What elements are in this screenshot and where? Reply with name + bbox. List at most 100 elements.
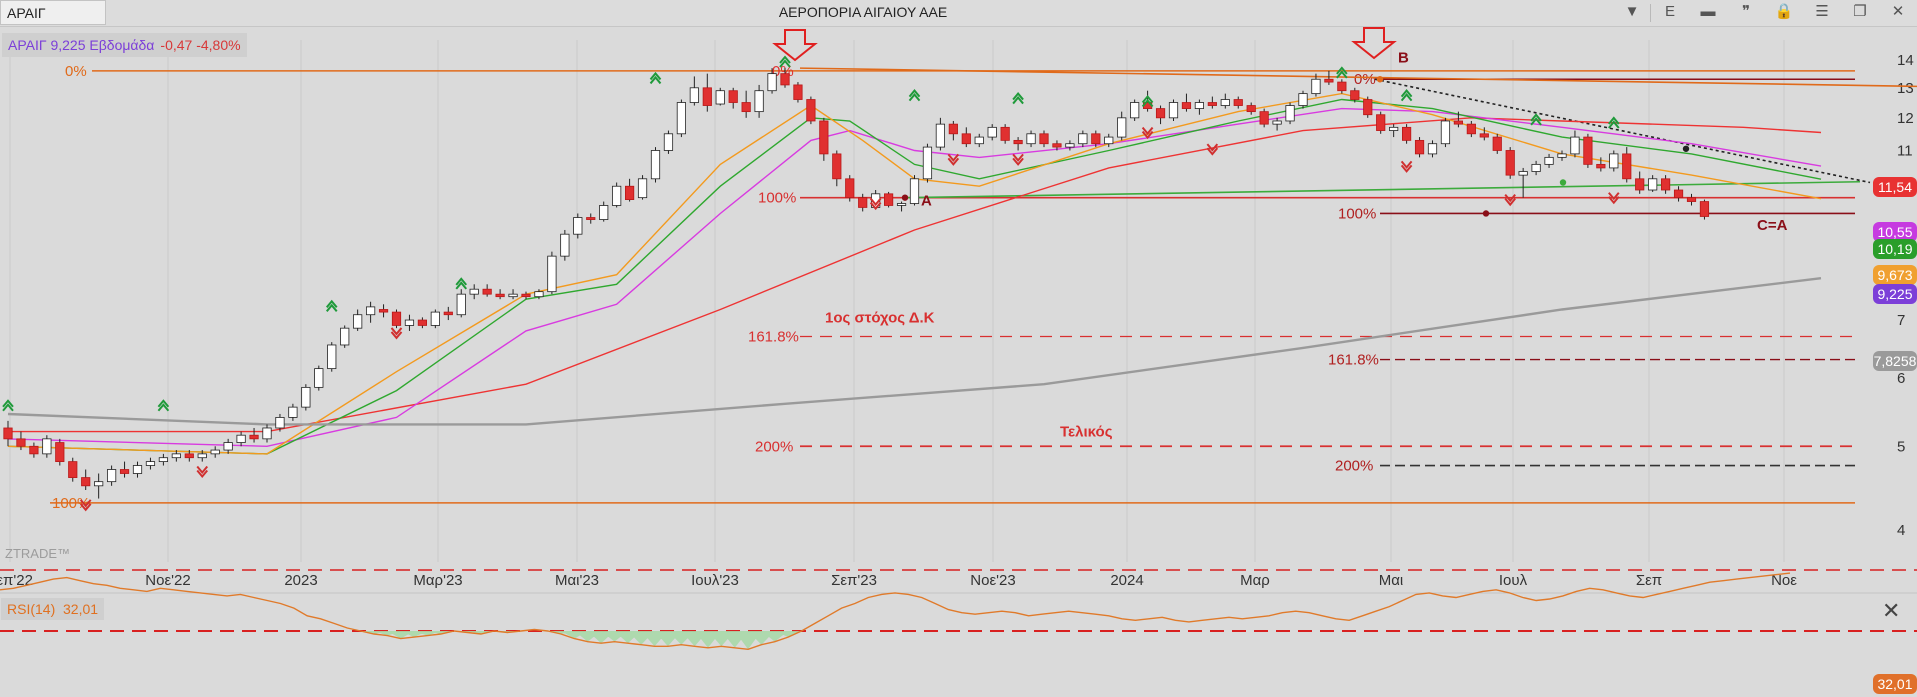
candle: [1104, 133, 1114, 148]
level-label-100-left: 100%: [52, 495, 90, 512]
candle-body: [68, 461, 78, 478]
candle: [1298, 90, 1308, 109]
candle: [806, 96, 816, 125]
y-tick-label: 12: [1897, 110, 1914, 127]
point-label: C=A: [1757, 217, 1788, 234]
candle-body: [340, 327, 350, 346]
candle: [55, 438, 65, 466]
candle-body: [754, 90, 764, 113]
candle-body: [353, 314, 363, 329]
candle: [249, 427, 259, 443]
candle-body: [1220, 99, 1230, 106]
dropdown-arrow-icon[interactable]: ▼: [1624, 3, 1640, 20]
lock-icon[interactable]: 🔒: [1774, 3, 1794, 20]
candle: [171, 450, 181, 462]
candle-body: [1155, 108, 1166, 119]
chevron-down-icon: [947, 153, 960, 166]
target-text-1: 1ος στόχος Δ.Κ: [825, 309, 935, 326]
candle-body: [637, 178, 648, 199]
price-tag: 9,225: [1873, 284, 1917, 304]
level-label-100-right: 100%: [1338, 205, 1376, 222]
candle-body: [1402, 126, 1412, 141]
close-icon[interactable]: ✕: [1891, 3, 1905, 20]
trendline-green: [904, 180, 1861, 199]
comment-icon[interactable]: ❞: [1741, 3, 1751, 20]
candle: [158, 453, 168, 466]
candle: [1117, 111, 1127, 141]
price-tag: 10,55: [1873, 222, 1917, 242]
chevron-down-icon: [1400, 160, 1413, 173]
chevron-up-icon: [1530, 113, 1542, 126]
candle: [223, 438, 233, 454]
candle: [948, 120, 958, 141]
candle: [68, 457, 78, 482]
candle-body: [832, 153, 842, 180]
candle: [637, 175, 648, 200]
candle-body: [1479, 133, 1489, 138]
candle-body: [469, 288, 479, 295]
candle: [430, 309, 440, 329]
y-tick-label: 6: [1897, 370, 1905, 387]
candle-body: [793, 84, 803, 100]
candle-body: [1466, 123, 1476, 135]
y-tick-label: 11: [1897, 142, 1913, 159]
candle: [1440, 117, 1451, 148]
fibonacci-levels: 0%100%0%100%161.8%200%0%100%161.8%200%1ο…: [50, 63, 1917, 512]
price-tag-bg: [1873, 284, 1917, 304]
x-tick-label: Σεπ'23: [831, 572, 877, 589]
candle-body: [145, 461, 156, 466]
candle-body: [378, 309, 389, 313]
rsi-close-icon[interactable]: ✕: [1882, 598, 1901, 623]
candle: [469, 284, 479, 300]
point-label: A: [921, 192, 932, 209]
candle-body: [94, 481, 104, 487]
menu-icon[interactable]: ☰: [1815, 3, 1829, 20]
candle: [1130, 99, 1140, 121]
candle-body: [42, 438, 52, 455]
candle-body: [715, 90, 725, 105]
x-tick-label: Ιουλ: [1499, 572, 1528, 589]
candle: [1285, 102, 1295, 125]
window-titlebar: ΑΡΑΙΓ ΑΕΡΟΠΟΡΙΑ ΑΙΓΑΙΟΥ ΑΑΕ ▼ E ▬ ❞ 🔒 ☰ ❐ ✕: [0, 0, 1917, 27]
candle: [1699, 199, 1710, 220]
candle-body: [741, 102, 751, 113]
chevron-up-icon: [908, 89, 921, 102]
candle: [1479, 127, 1489, 141]
level-label-0-left: 0%: [65, 63, 87, 80]
restore-icon[interactable]: ❐: [1853, 3, 1867, 20]
candle-body: [1259, 111, 1269, 125]
candle: [1259, 108, 1269, 128]
candle: [1194, 99, 1204, 115]
candle-body: [1414, 139, 1425, 155]
candle: [132, 461, 143, 478]
chevron-up-icon: [779, 55, 791, 68]
candle-body: [1117, 117, 1127, 138]
symbol-input[interactable]: ΑΡΑΙΓ: [0, 0, 106, 25]
chevron-down-icon: [1608, 192, 1620, 205]
panel-icon[interactable]: ▬: [1700, 3, 1716, 20]
candle-body: [158, 457, 168, 462]
candle-body: [107, 469, 117, 483]
price-tag: 10,19: [1873, 239, 1917, 259]
candle: [119, 461, 130, 478]
chevron-up-icon: [1400, 89, 1413, 102]
candle-body: [1609, 153, 1619, 169]
candle: [1661, 175, 1671, 194]
candle: [107, 465, 117, 486]
candle-body: [482, 288, 492, 295]
candle: [482, 284, 492, 297]
candle-body: [845, 178, 855, 199]
candle: [1337, 79, 1347, 94]
candle-body: [909, 178, 920, 204]
y-tick-label: 4: [1897, 522, 1905, 539]
x-tick-label: Νοε: [1771, 572, 1797, 589]
candle: [16, 431, 26, 451]
level-label-0-right: 0%: [1354, 71, 1376, 88]
price-tag-bg: [1873, 239, 1917, 259]
candle: [1427, 140, 1438, 158]
candle: [288, 403, 298, 421]
e-icon[interactable]: E: [1664, 3, 1675, 20]
moving-averages: [7, 92, 1822, 455]
